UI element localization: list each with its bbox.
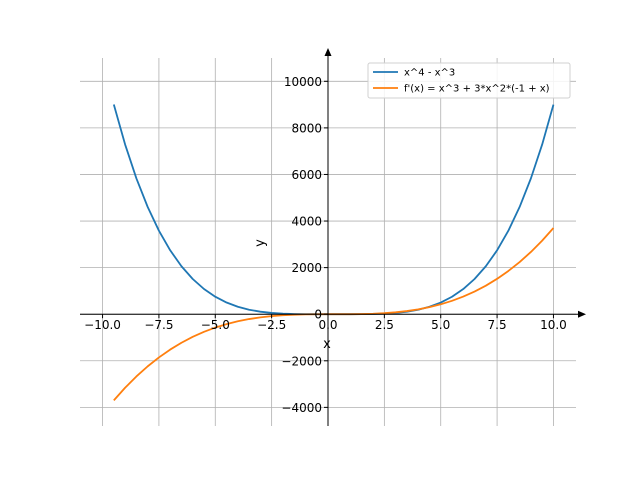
legend-label-1: x^4 - x^3 bbox=[404, 68, 455, 79]
tick-labels: −10.0 −7.5 −5.0 −2.5 0.0 2.5 5.0 7.5 10.0 −4000 −2… bbox=[84, 75, 567, 415]
legend-label-2: f'(x) = x^3 + 3*x^2*(-1 + x) bbox=[404, 84, 550, 95]
x-tick-label: −7.5 bbox=[144, 318, 173, 332]
legend-box bbox=[367, 62, 571, 99]
y-tick-label: 4000 bbox=[291, 215, 322, 229]
x-tick-label: 0.0 bbox=[318, 318, 337, 332]
axes bbox=[80, 48, 586, 426]
x-tick-label: 5.0 bbox=[431, 318, 450, 332]
x-tick-label: 2.5 bbox=[375, 318, 394, 332]
x-axis-label: x bbox=[323, 337, 331, 352]
y-tick-label: 10000 bbox=[284, 75, 322, 89]
y-axis-arrow bbox=[324, 48, 332, 56]
x-tick-label: −10.0 bbox=[84, 318, 121, 332]
x-axis-arrow bbox=[578, 310, 586, 318]
x-tick-label: 7.5 bbox=[488, 318, 507, 332]
y-tick-label: −2000 bbox=[281, 354, 322, 368]
y-tick-label: 8000 bbox=[291, 121, 322, 135]
x-tick-label: −2.5 bbox=[257, 318, 286, 332]
legend: x^4 - x^3 f'(x) = x^3 + 3*x^2*(-1 + x) bbox=[367, 62, 571, 99]
series-line-1 bbox=[112, 104, 555, 316]
y-tick-label: 2000 bbox=[291, 261, 322, 275]
y-tick-label: 0 bbox=[314, 308, 322, 322]
y-tick-label: 6000 bbox=[291, 168, 322, 182]
x-tick-label: −5.0 bbox=[201, 318, 230, 332]
y-tick-label: −4000 bbox=[281, 401, 322, 415]
x-tick-label: 10.0 bbox=[540, 318, 567, 332]
y-axis-label: y bbox=[253, 239, 268, 247]
series-lines bbox=[112, 104, 555, 401]
